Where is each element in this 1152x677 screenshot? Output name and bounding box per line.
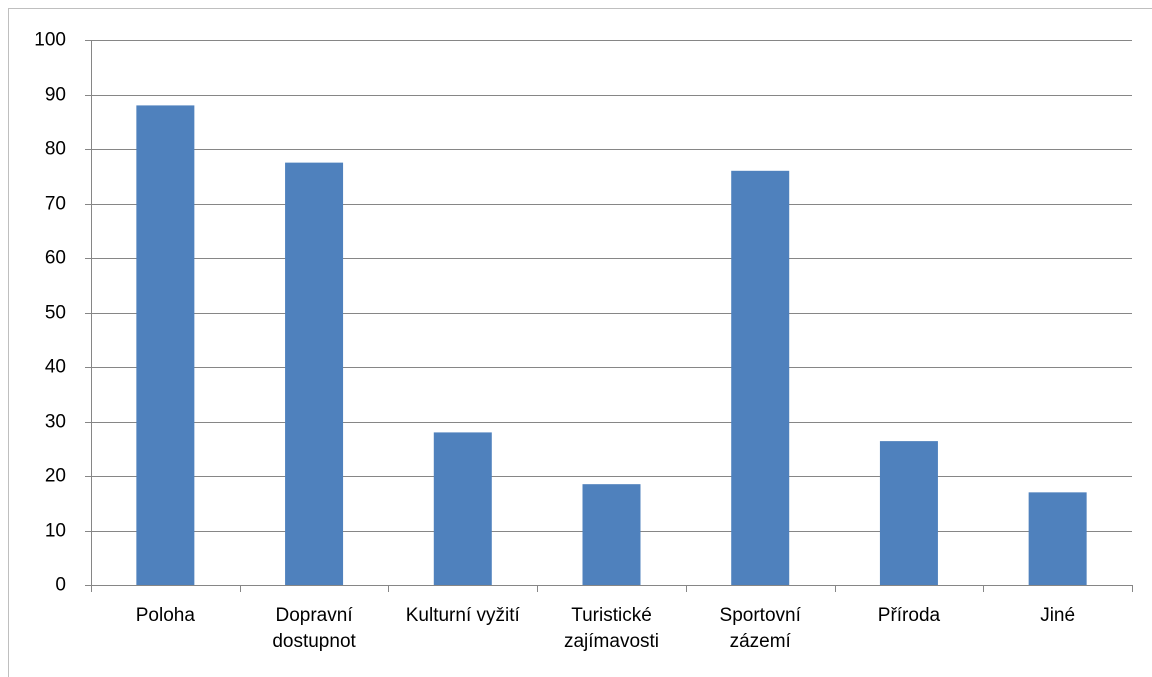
bar [879, 441, 938, 585]
y-tick-label: 80 [45, 139, 66, 160]
x-tick-label: Jiné [1040, 605, 1076, 626]
y-tick-label: 20 [45, 466, 66, 487]
bar [433, 432, 492, 585]
x-tick-label: Poloha [135, 605, 195, 626]
y-tick-label: 90 [45, 85, 66, 106]
chart-frame [8, 8, 1152, 677]
y-tick-label: 0 [55, 575, 66, 596]
y-tick-label: 30 [45, 412, 66, 433]
bar [582, 484, 641, 585]
y-tick-label: 100 [34, 30, 66, 51]
bar [1028, 492, 1087, 585]
bar [136, 105, 195, 586]
x-tick-label: Příroda [877, 605, 941, 626]
y-tick-label: 40 [45, 357, 66, 378]
bar [285, 162, 344, 585]
bar [731, 170, 790, 586]
y-tick-label: 50 [45, 303, 66, 324]
x-tick-label: Dopravní dostupnot [272, 605, 356, 652]
y-tick-label: 70 [45, 194, 66, 215]
x-tick-label: Kulturní vyžití [405, 605, 520, 626]
y-tick-label: 10 [45, 521, 66, 542]
x-tick-label: Sportovní zázemí [719, 605, 801, 652]
y-tick-label: 60 [45, 248, 66, 269]
x-tick-label: Turistické zajímavosti [563, 605, 660, 652]
